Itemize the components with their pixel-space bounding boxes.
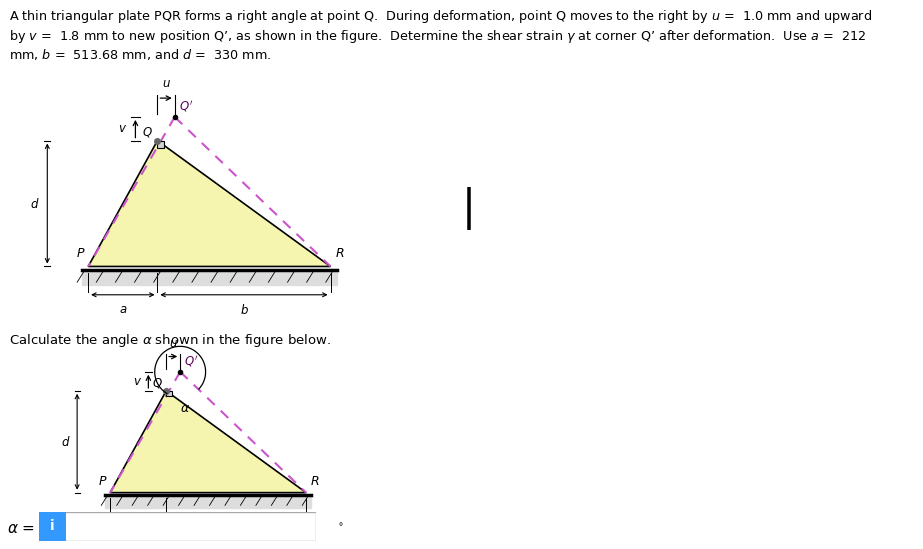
Text: $\alpha$: $\alpha$: [180, 402, 190, 415]
Text: $P$: $P$: [76, 247, 85, 260]
Polygon shape: [158, 141, 164, 148]
Text: $v$: $v$: [118, 122, 127, 135]
Text: $Q$: $Q$: [151, 376, 162, 390]
Text: $v$: $v$: [133, 375, 142, 388]
Text: $a$: $a$: [119, 302, 127, 316]
Polygon shape: [105, 495, 311, 508]
Text: $^{\circ}$: $^{\circ}$: [337, 521, 343, 535]
Text: $u$: $u$: [169, 337, 177, 350]
Text: |: |: [462, 187, 475, 230]
Text: $\alpha$ =: $\alpha$ =: [7, 520, 35, 536]
Text: $d$: $d$: [30, 197, 40, 210]
FancyBboxPatch shape: [39, 512, 316, 541]
Polygon shape: [166, 391, 172, 396]
Text: $b$: $b$: [240, 302, 248, 317]
Polygon shape: [89, 141, 330, 266]
Text: $P$: $P$: [98, 474, 108, 488]
Text: A thin triangular plate PQR forms a right angle at point Q.  During deformation,: A thin triangular plate PQR forms a righ…: [9, 8, 872, 62]
Text: $Q'$: $Q'$: [184, 354, 198, 369]
Polygon shape: [82, 270, 337, 285]
Text: $u$: $u$: [162, 77, 171, 90]
Text: $Q'$: $Q'$: [179, 98, 194, 114]
Text: i: i: [50, 519, 55, 534]
Text: $R$: $R$: [310, 474, 319, 488]
FancyBboxPatch shape: [39, 512, 66, 541]
Text: $b$: $b$: [232, 522, 241, 536]
Text: $a$: $a$: [134, 522, 142, 535]
Text: $Q$: $Q$: [142, 125, 152, 139]
Text: Calculate the angle $\alpha$ shown in the figure below.: Calculate the angle $\alpha$ shown in th…: [9, 332, 331, 349]
Polygon shape: [110, 391, 306, 492]
Text: $R$: $R$: [335, 247, 344, 260]
Text: $d$: $d$: [61, 435, 71, 449]
